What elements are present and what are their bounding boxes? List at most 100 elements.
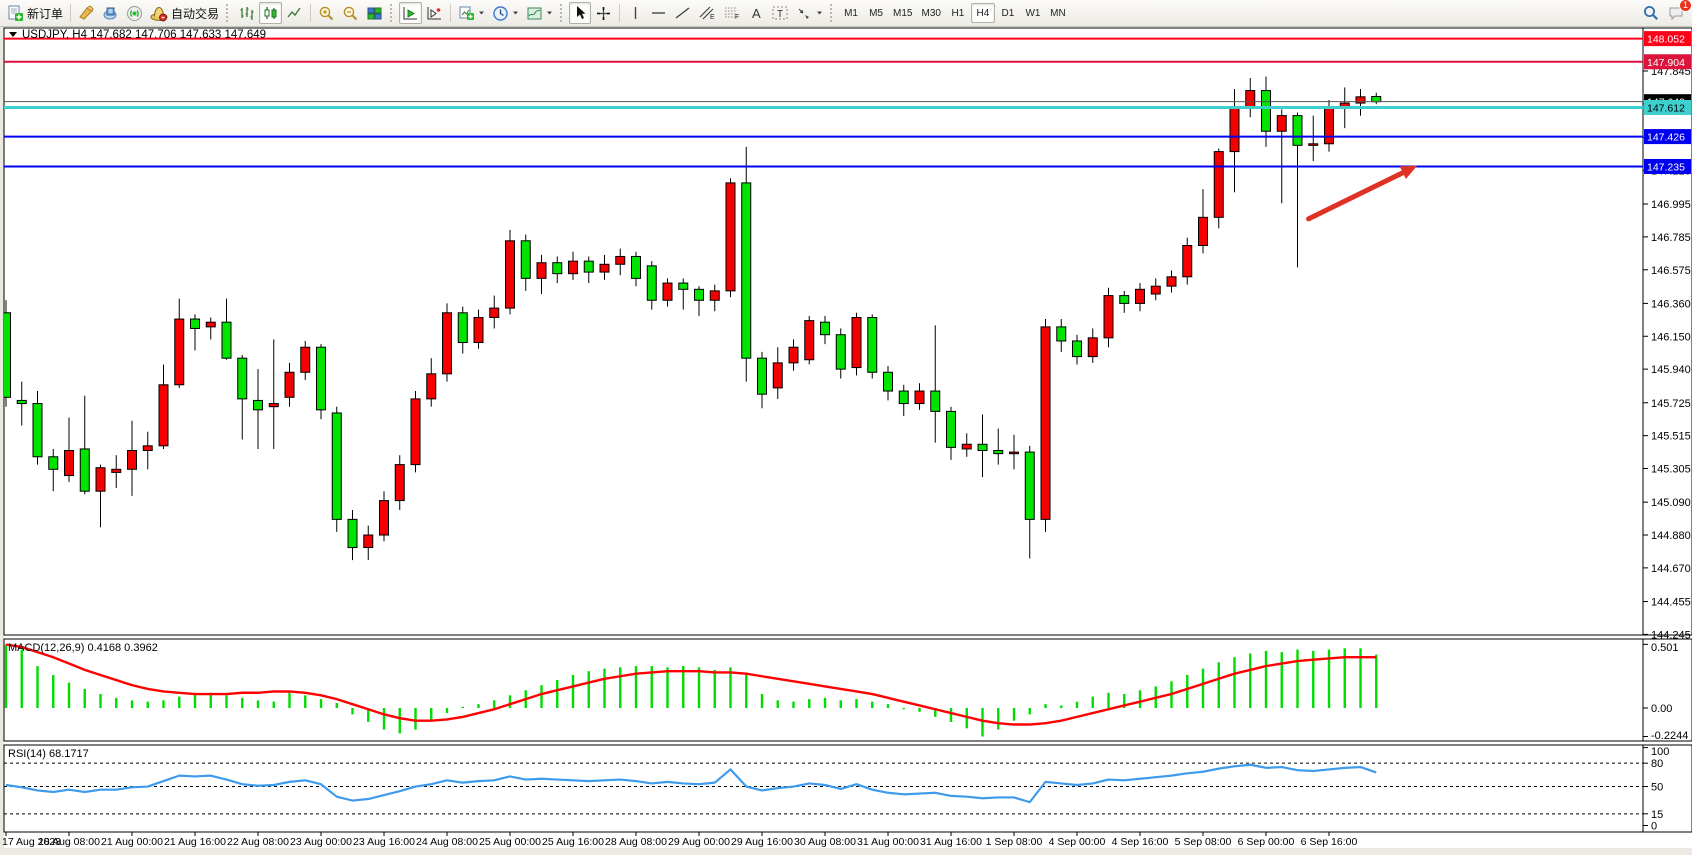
chart-shift-button[interactable] — [423, 2, 446, 24]
autotrading-button[interactable]: 自动交易 — [147, 2, 222, 24]
trendline-tool[interactable] — [671, 2, 694, 24]
crosshair-tool-button[interactable] — [592, 2, 615, 24]
auto-scroll-button[interactable] — [399, 2, 423, 24]
tf-d1-button[interactable]: D1 — [996, 3, 1020, 23]
ohlc-bars-icon — [240, 6, 254, 20]
y-tick-label: 144.670 — [1651, 563, 1691, 575]
candle — [16, 399, 27, 405]
rsi-tick-label: 0 — [1651, 821, 1657, 833]
candle — [205, 321, 216, 328]
x-tick-label: 28 Aug 08:00 — [605, 836, 667, 848]
fibonacci-tool[interactable]: F — [720, 2, 744, 24]
top-toolbar: 新订单 自动交易 — [0, 0, 1692, 27]
trendline-icon — [675, 7, 690, 19]
candle — [190, 318, 200, 329]
toolbar-grip[interactable] — [390, 4, 395, 22]
tf-label: MN — [1050, 7, 1066, 19]
y-tick-label: 146.575 — [1651, 265, 1691, 277]
candle — [788, 346, 799, 364]
zoom-out-button[interactable] — [339, 2, 362, 24]
candle — [79, 448, 90, 492]
level-147.235-badge — [1644, 158, 1691, 174]
horizontal-line-tool[interactable] — [647, 2, 670, 24]
tf-h4-button[interactable]: H4 — [970, 3, 995, 23]
level-148.052-badge-label: 148.052 — [1647, 34, 1685, 46]
trend-arrow-annotation[interactable] — [1306, 165, 1418, 222]
tf-m30-button[interactable]: M30 — [917, 3, 944, 23]
candle — [1213, 151, 1224, 218]
candle — [1371, 96, 1382, 103]
separator — [619, 4, 621, 22]
toolbar-grip[interactable] — [226, 4, 231, 22]
candle — [725, 182, 736, 292]
cursor-icon — [576, 6, 586, 19]
x-tick-label: 29 Aug 00:00 — [668, 836, 730, 848]
macd-tick-label: 0.00 — [1651, 703, 1672, 715]
new-order-button[interactable]: 新订单 — [4, 2, 66, 24]
vertical-line-icon — [634, 7, 636, 19]
candle — [1150, 285, 1161, 295]
equidistant-channel-tool[interactable]: E — [695, 2, 719, 24]
candle — [961, 443, 972, 450]
candle — [1119, 295, 1130, 304]
signals-button[interactable] — [123, 2, 146, 24]
x-tick-label: 29 Aug 16:00 — [731, 836, 793, 848]
new-chart-dropdown[interactable] — [455, 2, 488, 24]
bar-chart-mode-button[interactable] — [235, 2, 258, 24]
arrows-tool-dropdown[interactable] — [793, 2, 826, 24]
chart-shift-icon — [427, 6, 442, 19]
zoom-in-button[interactable] — [315, 2, 338, 24]
tf-w1-button[interactable]: W1 — [1021, 3, 1045, 23]
macd-tick-label: -0.2244 — [1651, 730, 1688, 742]
candle — [142, 445, 153, 452]
y-tick-label: 145.940 — [1651, 364, 1691, 376]
candle — [1229, 107, 1240, 153]
candle — [883, 371, 893, 392]
search-button[interactable] — [1639, 2, 1663, 24]
text-tool[interactable]: A — [745, 2, 767, 24]
toolbar-grip[interactable] — [830, 4, 835, 22]
candle — [1355, 96, 1366, 104]
text-label-tool[interactable]: T — [768, 2, 792, 24]
depth-of-market-button[interactable] — [99, 2, 122, 24]
styler-button[interactable] — [75, 2, 98, 24]
line-chart-mode-button[interactable] — [283, 2, 306, 24]
tf-m15-button[interactable]: M15 — [889, 3, 916, 23]
candle — [898, 390, 909, 405]
tf-h1-button[interactable]: H1 — [946, 3, 970, 23]
cursor-tool-button[interactable] — [569, 2, 592, 24]
templates-dropdown[interactable] — [523, 2, 556, 24]
candlestick-mode-button[interactable] — [259, 2, 283, 24]
candle — [552, 262, 563, 275]
tf-m5-button[interactable]: M5 — [864, 3, 888, 23]
candle — [363, 534, 374, 549]
x-tick-label: 25 Aug 00:00 — [479, 836, 541, 848]
candle — [347, 518, 358, 549]
tile-windows-button[interactable] — [363, 2, 386, 24]
candle — [1103, 295, 1114, 339]
autotrading-label: 自动交易 — [171, 6, 220, 21]
tf-label: M5 — [869, 7, 883, 19]
vertical-line-tool[interactable] — [624, 2, 646, 24]
candle — [284, 371, 295, 398]
y-tick-label: 146.785 — [1651, 232, 1691, 244]
toolbar-grip[interactable] — [560, 4, 565, 22]
horizontal-line-icon — [652, 12, 666, 14]
candles — [4, 76, 1382, 561]
candle — [489, 307, 500, 318]
candle — [1245, 90, 1256, 109]
notifications-button[interactable]: 1 — [1664, 0, 1692, 24]
tf-m1-button[interactable]: M1 — [839, 3, 863, 23]
candle — [1308, 143, 1319, 146]
chart-title-collapse-icon[interactable] — [9, 32, 17, 37]
level-147.235-badge-label: 147.235 — [1647, 161, 1685, 173]
y-tick-label: 146.360 — [1651, 298, 1691, 310]
profiles-dropdown[interactable] — [489, 2, 522, 24]
candle — [111, 468, 122, 473]
tf-mn-button[interactable]: MN — [1046, 3, 1070, 23]
candle — [1087, 337, 1098, 358]
autotrading-hat-icon — [150, 6, 168, 21]
macd-signal-line — [5, 643, 1377, 726]
rsi-tick-label: 50 — [1651, 782, 1663, 794]
